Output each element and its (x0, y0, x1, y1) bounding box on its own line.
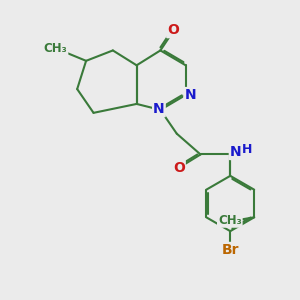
Text: N: N (184, 88, 196, 102)
Text: O: O (167, 23, 179, 37)
Text: N: N (153, 102, 165, 116)
Text: CH₃: CH₃ (44, 42, 68, 56)
Text: Br: Br (221, 243, 239, 257)
Text: O: O (173, 161, 185, 175)
Text: CH₃: CH₃ (218, 214, 242, 227)
Text: N: N (230, 145, 242, 159)
Text: H: H (242, 142, 252, 156)
